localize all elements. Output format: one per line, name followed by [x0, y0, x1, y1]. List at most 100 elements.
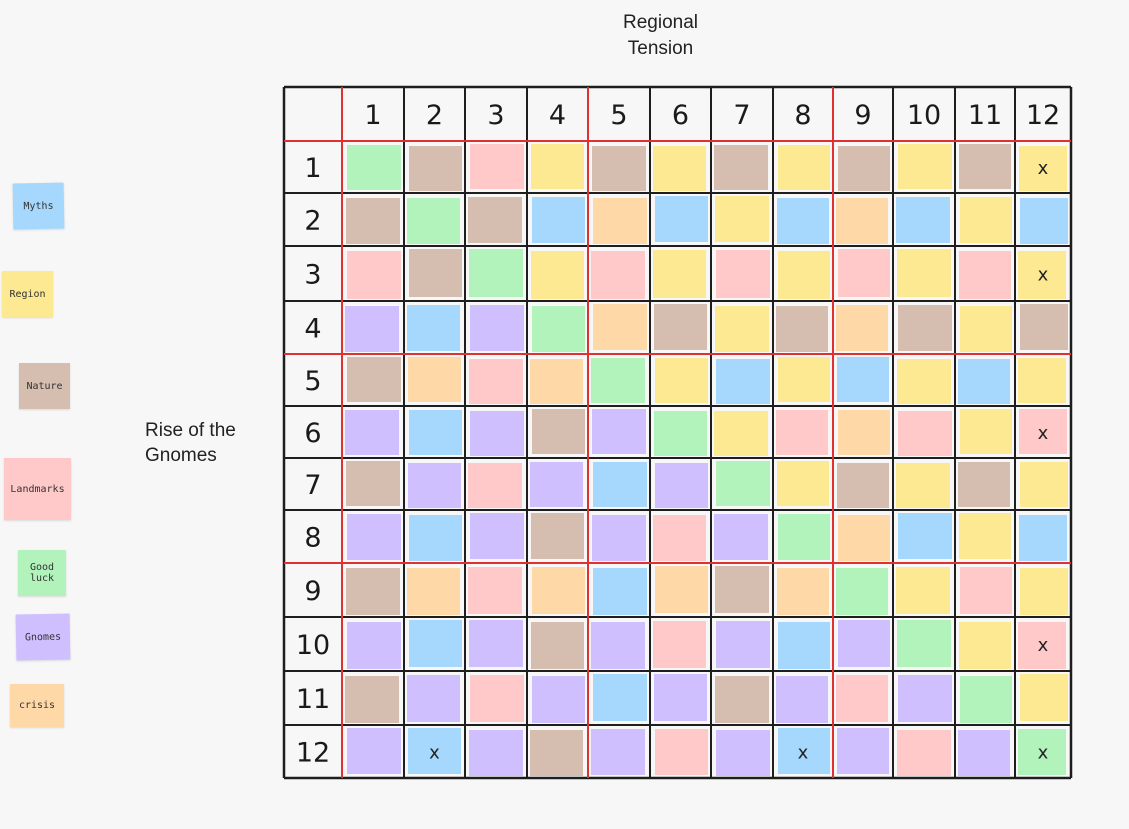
grid-cell-r7-c6[interactable]: [655, 463, 708, 508]
grid-cell-r7-c9[interactable]: [837, 463, 889, 508]
legend-note-landmarks[interactable]: Landmarks: [4, 458, 71, 520]
grid-cell-r10-c9[interactable]: [838, 620, 890, 667]
grid-cell-r10-c12[interactable]: [1018, 622, 1066, 669]
grid-cell-r1-c3[interactable]: [470, 144, 524, 189]
grid-cell-r2-c9[interactable]: [836, 198, 888, 244]
grid-cell-r9-c8[interactable]: [777, 568, 829, 615]
grid-cell-r5-c4[interactable]: [530, 359, 583, 404]
grid-cell-r8-c5[interactable]: [592, 515, 646, 561]
grid-cell-r5-c2[interactable]: [408, 357, 461, 402]
grid-cell-r12-c7[interactable]: [716, 730, 770, 776]
grid-cell-r2-c5[interactable]: [593, 198, 647, 244]
grid-cell-r9-c3[interactable]: [468, 567, 522, 614]
grid-cell-r7-c12[interactable]: [1020, 462, 1068, 507]
grid-cell-r6-c12[interactable]: [1019, 409, 1067, 454]
grid-cell-r2-c7[interactable]: [715, 196, 769, 242]
grid-cell-r4-c4[interactable]: [532, 306, 585, 352]
grid-cell-r9-c6[interactable]: [655, 566, 708, 613]
grid-cell-r6-c1[interactable]: [345, 410, 399, 455]
grid-cell-r11-c2[interactable]: [407, 675, 460, 722]
grid-cell-r10-c10[interactable]: [897, 620, 951, 667]
grid-cell-r5-c3[interactable]: [469, 359, 523, 404]
grid-cell-r2-c3[interactable]: [468, 197, 522, 243]
grid-cell-r11-c10[interactable]: [898, 675, 952, 722]
grid-cell-r8-c7[interactable]: [714, 514, 768, 560]
grid-cell-r8-c4[interactable]: [531, 513, 584, 559]
grid-cell-r1-c8[interactable]: [778, 145, 830, 190]
grid-cell-r6-c8[interactable]: [776, 410, 828, 455]
grid-cell-r12-c10[interactable]: [897, 730, 951, 776]
grid-cell-r1-c12[interactable]: [1019, 146, 1067, 191]
grid-cell-r12-c1[interactable]: [347, 728, 401, 774]
grid-cell-r5-c5[interactable]: [591, 358, 645, 403]
grid-cell-r5-c9[interactable]: [837, 357, 889, 402]
grid-cell-r9-c10[interactable]: [896, 567, 950, 614]
grid-cell-r1-c9[interactable]: [838, 146, 890, 191]
grid-cell-r6-c7[interactable]: [714, 411, 768, 456]
grid-cell-r7-c10[interactable]: [896, 463, 950, 508]
grid-cell-r5-c6[interactable]: [655, 358, 708, 403]
grid-cell-r1-c11[interactable]: [959, 144, 1011, 189]
grid-cell-r9-c12[interactable]: [1020, 568, 1068, 615]
grid-cell-r5-c8[interactable]: [778, 357, 830, 402]
grid-cell-r12-c8[interactable]: [778, 728, 830, 774]
grid-cell-r9-c1[interactable]: [346, 568, 400, 615]
grid-cell-r10-c3[interactable]: [469, 620, 523, 667]
grid-cell-r9-c9[interactable]: [836, 568, 888, 615]
grid-cell-r5-c12[interactable]: [1018, 358, 1066, 403]
grid-cell-r4-c6[interactable]: [654, 304, 707, 350]
grid-cell-r3-c1[interactable]: [347, 251, 401, 299]
grid-cell-r6-c9[interactable]: [838, 410, 890, 455]
grid-cell-r3-c5[interactable]: [591, 251, 645, 299]
grid-cell-r12-c9[interactable]: [837, 728, 889, 774]
grid-cell-r1-c5[interactable]: [592, 146, 646, 191]
grid-cell-r9-c7[interactable]: [715, 566, 769, 613]
grid-cell-r9-c11[interactable]: [960, 567, 1012, 614]
grid-cell-r6-c11[interactable]: [960, 409, 1012, 454]
grid-cell-r12-c12[interactable]: [1018, 729, 1066, 775]
grid-cell-r1-c2[interactable]: [409, 146, 462, 191]
grid-cell-r6-c2[interactable]: [409, 410, 462, 455]
grid-cell-r1-c10[interactable]: [898, 144, 952, 189]
grid-cell-r1-c4[interactable]: [531, 144, 584, 189]
grid-cell-r6-c3[interactable]: [470, 411, 524, 456]
grid-cell-r12-c4[interactable]: [530, 730, 583, 776]
grid-cell-r5-c10[interactable]: [897, 359, 951, 404]
grid-cell-r2-c6[interactable]: [655, 196, 708, 242]
grid-cell-r10-c4[interactable]: [531, 622, 584, 669]
grid-cell-r8-c2[interactable]: [409, 515, 462, 561]
grid-cell-r3-c12[interactable]: [1018, 251, 1066, 299]
grid-cell-r4-c5[interactable]: [593, 304, 647, 350]
grid-cell-r2-c11[interactable]: [960, 197, 1012, 243]
grid-cell-r7-c4[interactable]: [530, 462, 583, 507]
grid-cell-r7-c5[interactable]: [593, 462, 647, 507]
grid-cell-r4-c2[interactable]: [407, 305, 460, 351]
grid-cell-r6-c6[interactable]: [654, 411, 707, 456]
grid-cell-r11-c4[interactable]: [532, 676, 585, 723]
legend-note-region[interactable]: Region: [2, 271, 53, 317]
grid-cell-r3-c2[interactable]: [409, 249, 462, 297]
grid-cell-r2-c2[interactable]: [407, 198, 460, 244]
grid-cell-r7-c3[interactable]: [468, 463, 522, 508]
grid-cell-r2-c1[interactable]: [346, 198, 400, 244]
grid-cell-r7-c2[interactable]: [408, 463, 461, 508]
grid-cell-r8-c3[interactable]: [470, 513, 524, 559]
grid-cell-r8-c8[interactable]: [778, 514, 830, 560]
grid-cell-r3-c6[interactable]: [653, 250, 706, 298]
grid-cell-r8-c12[interactable]: [1019, 515, 1067, 561]
grid-cell-r3-c10[interactable]: [897, 249, 951, 297]
legend-note-good-luck[interactable]: Good luck: [18, 550, 66, 596]
grid-cell-r2-c12[interactable]: [1020, 198, 1068, 244]
grid-cell-r3-c11[interactable]: [959, 251, 1011, 299]
grid-cell-r5-c11[interactable]: [958, 359, 1010, 404]
grid-cell-r10-c8[interactable]: [778, 622, 830, 669]
grid-cell-r12-c6[interactable]: [655, 729, 708, 775]
grid-cell-r7-c8[interactable]: [777, 461, 829, 506]
grid-cell-r4-c10[interactable]: [898, 305, 952, 351]
grid-cell-r10-c6[interactable]: [653, 621, 706, 668]
grid-cell-r3-c8[interactable]: [778, 251, 830, 299]
grid-cell-r2-c10[interactable]: [896, 197, 950, 243]
grid-cell-r9-c5[interactable]: [593, 568, 647, 615]
grid-cell-r11-c11[interactable]: [960, 676, 1012, 723]
grid-cell-r3-c9[interactable]: [838, 249, 890, 297]
